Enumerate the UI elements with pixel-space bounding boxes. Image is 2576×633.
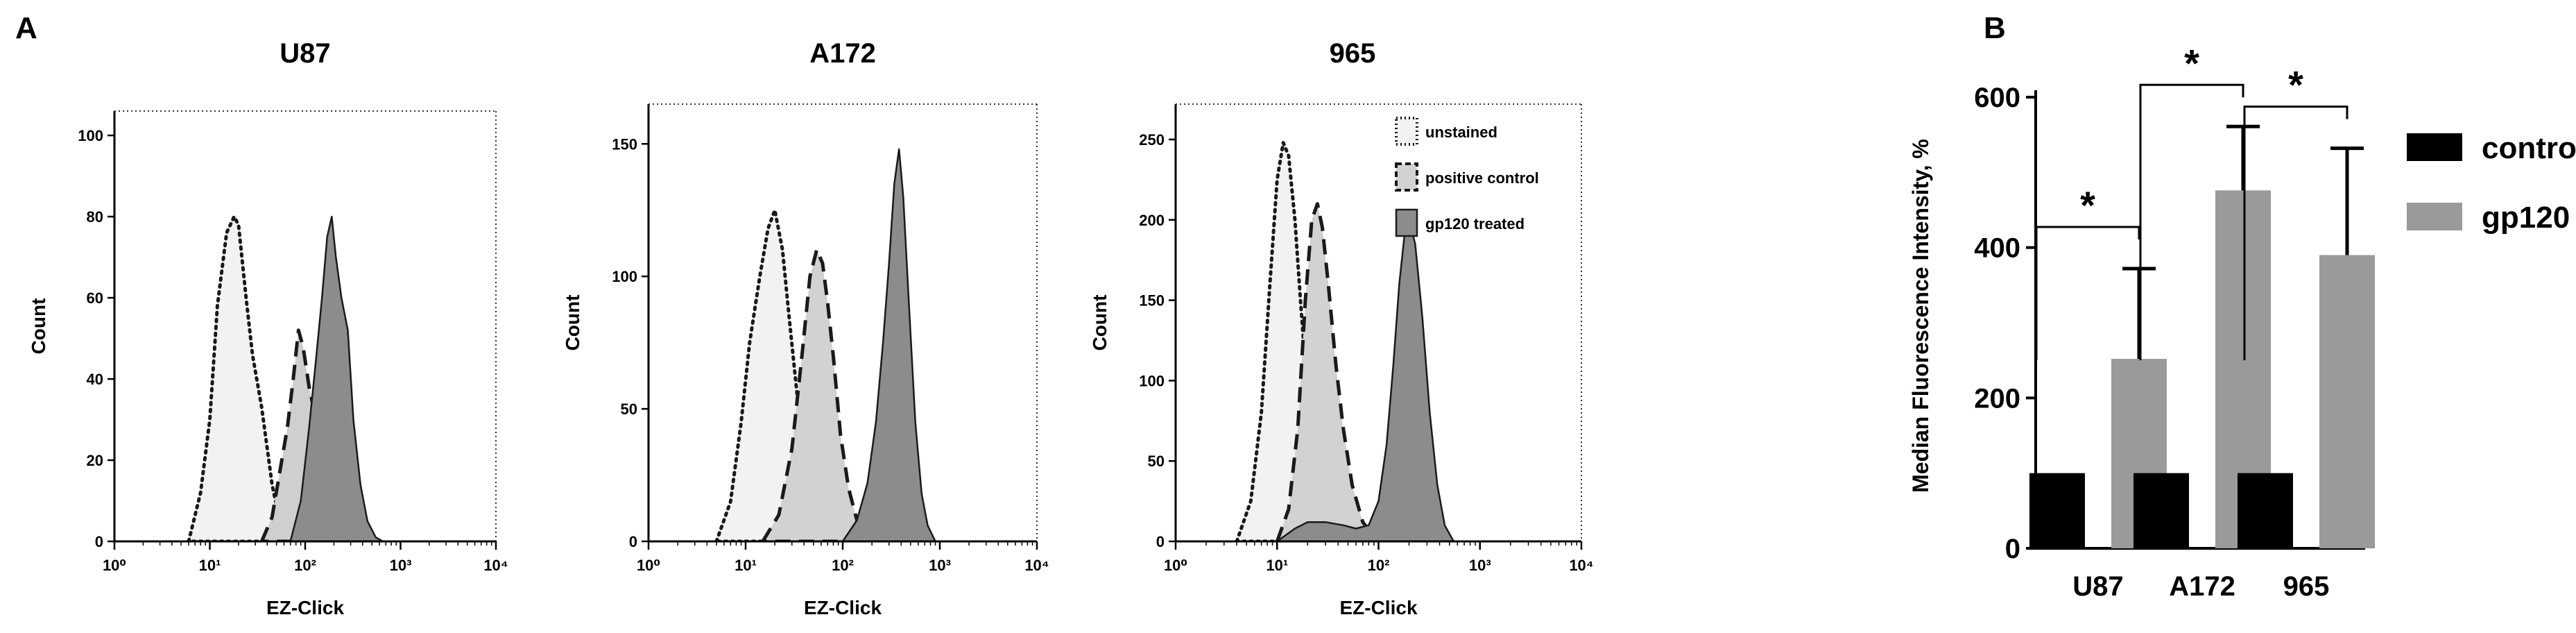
significance-star-A172: * (2184, 41, 2199, 85)
y-tick-label: 50 (621, 400, 637, 418)
legend-swatch-unstained (1395, 117, 1418, 146)
histogram-u87: U87 0 20 40 60 80 100 10⁰ 10¹ 10² 10³ 10⁴ EZ-Click Co… (28, 38, 508, 618)
histogram-legend: unstained positive control gp120 treated (1395, 117, 1539, 237)
x-tick-label: 10¹ (735, 557, 757, 574)
x-tick-label: 10³ (929, 557, 951, 574)
bar-y-tick-label: 400 (1974, 233, 2020, 264)
y-tick-label: 150 (1139, 292, 1165, 310)
y-tick-label: 200 (1139, 212, 1165, 229)
y-tick-label: 0 (95, 533, 103, 550)
series-gp120-treated (1276, 219, 1455, 541)
bar-chart-mfi: 0 200 400 600 Median Fluorescence Intensity,… (1908, 41, 2576, 602)
plot-area (187, 214, 384, 541)
significance-star-U87: * (2080, 183, 2095, 227)
bar-category-label-965: 965 (2283, 571, 2330, 602)
y-tick-label: 20 (87, 452, 103, 469)
hist-title: U87 (280, 38, 330, 69)
legend-label-unstained: unstained (1425, 124, 1497, 141)
y-axis-label: Count (28, 298, 49, 355)
y-axis-label: Count (1089, 295, 1110, 351)
x-tick-label: 10² (294, 557, 316, 574)
series-gp120-treated (289, 215, 384, 541)
bar-control-965 (2238, 473, 2293, 548)
bar-gp120-965 (2319, 255, 2375, 548)
y-tick-label: 150 (612, 135, 637, 153)
y-tick-label: 50 (1148, 453, 1165, 470)
legend-swatch-positive-control (1395, 162, 1418, 192)
bar-legend-swatch-control (2407, 133, 2462, 161)
series-gp120-treated (841, 148, 936, 541)
bar-legend-label-control: control (2482, 131, 2576, 165)
y-tick-label: 40 (87, 371, 103, 388)
x-tick-label: 10⁰ (637, 557, 660, 574)
x-axis-label: EZ-Click (1339, 597, 1417, 618)
bar-category-label-A172: A172 (2169, 571, 2235, 602)
x-tick-label: 10⁴ (1569, 557, 1593, 574)
plot-area (1235, 141, 1455, 541)
bar-y-axis-label: Median Fluorescence Intensity, % (1908, 139, 1933, 493)
bar-control-U87 (2029, 473, 2085, 548)
x-tick-label: 10⁰ (1164, 557, 1187, 574)
x-axis-label: EZ-Click (804, 597, 882, 618)
y-tick-label: 100 (612, 268, 637, 285)
x-tick-label: 10² (1368, 557, 1390, 574)
significance-bracket-U87 (2035, 226, 2140, 361)
plot-area (714, 148, 936, 541)
x-tick-label: 10⁰ (103, 557, 126, 574)
series-unstained (714, 208, 835, 541)
histogram-965: 965 0 50 100 150 200 250 10⁰ 10¹ 10² 10³ 10⁴ EZ-Clic… (1089, 38, 1594, 618)
y-axis-label: Count (562, 295, 583, 351)
bar-control-A172 (2133, 473, 2189, 548)
y-tick-label: 100 (1139, 372, 1165, 389)
significance-bracket-965 (2243, 106, 2349, 361)
x-tick-label: 10² (832, 557, 854, 574)
y-tick-label: 0 (629, 533, 637, 550)
y-tick-label: 250 (1139, 131, 1165, 149)
y-tick-label: 60 (87, 289, 103, 307)
y-tick-label: 0 (1156, 533, 1165, 550)
panel-b-letter: B (1984, 11, 2006, 45)
x-tick-label: 10⁴ (483, 557, 508, 574)
x-axis-label: EZ-Click (266, 597, 344, 618)
x-tick-label: 10⁴ (1024, 557, 1049, 574)
significance-bracket-A172 (2139, 83, 2244, 361)
hist-title: A172 (809, 38, 876, 69)
x-tick-label: 10³ (1469, 557, 1491, 574)
bar-category-label-U87: U87 (2072, 571, 2123, 602)
bar-y-tick-label: 600 (1974, 83, 2020, 113)
bar-legend-label-gp120: gp120 (2482, 201, 2570, 235)
y-tick-label: 80 (87, 208, 103, 226)
legend-label-gp120-treated: gp120 treated (1425, 215, 1525, 233)
x-tick-label: 10¹ (199, 557, 221, 574)
series-positive-control (761, 248, 876, 541)
bar-y-tick-label: 200 (1974, 383, 2020, 414)
bar-legend-swatch-gp120 (2407, 203, 2462, 230)
hist-title: 965 (1330, 38, 1376, 69)
legend-swatch-gp120-treated (1395, 208, 1418, 237)
x-tick-label: 10¹ (1266, 557, 1288, 574)
x-tick-label: 10³ (390, 557, 412, 574)
histogram-a172: A172 0 50 100 150 10⁰ 10¹ 10² 10³ 10⁴ EZ-Click Coun… (562, 38, 1049, 618)
y-tick-label: 100 (78, 127, 103, 144)
panel-a-letter: A (15, 11, 37, 45)
legend-label-positive-control: positive control (1425, 169, 1539, 187)
significance-star-965: * (2288, 63, 2303, 107)
bar-y-tick-label: 0 (2005, 534, 2020, 564)
